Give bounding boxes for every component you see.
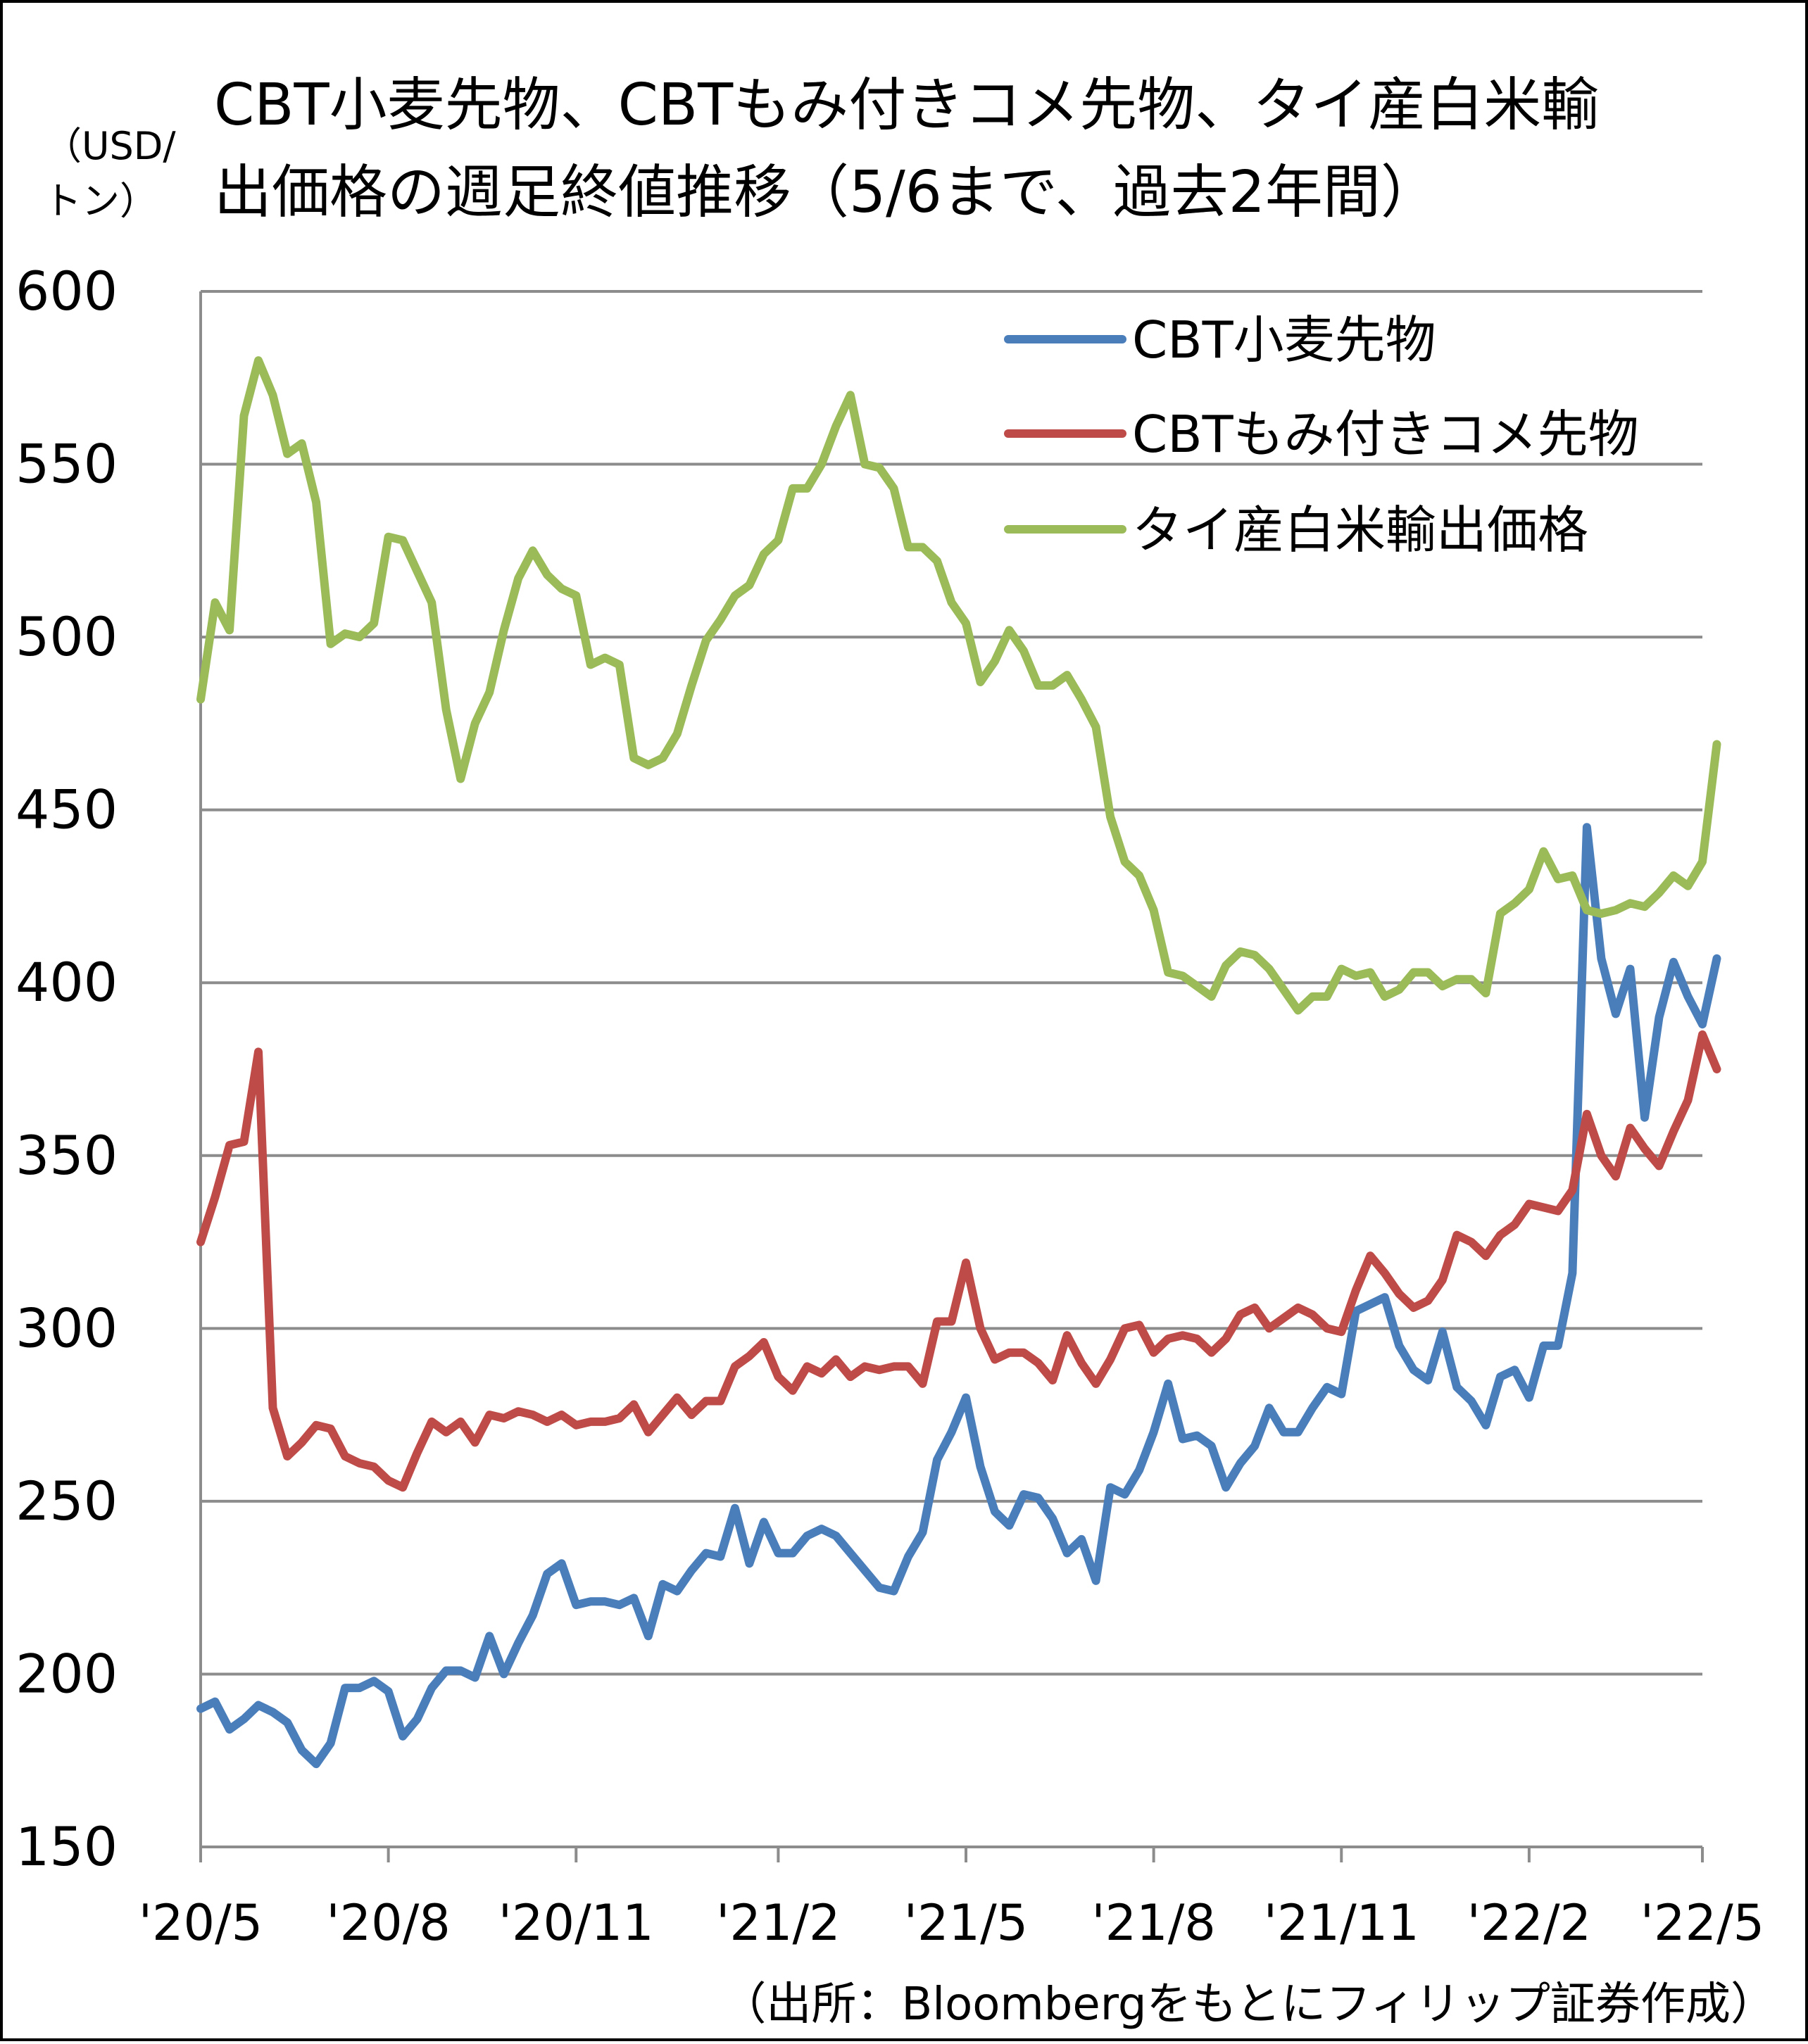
x-tick-label: '22/2 (1467, 1894, 1591, 1952)
x-tick-label: '20/11 (498, 1894, 654, 1952)
chart-title: CBT小麦先物、CBTもみ付きコメ先物、タイ産白米輸 出価格の週足終値推移（5/… (214, 62, 1777, 236)
gridlines (201, 290, 1702, 1676)
x-tick-label: '21/5 (904, 1894, 1028, 1952)
y-tick-label: 350 (15, 1124, 118, 1187)
x-tick-label: '21/8 (1091, 1894, 1215, 1952)
y-axis-unit-line-1: （USD/ (44, 124, 176, 168)
x-tick-label: '22/5 (1640, 1894, 1764, 1952)
y-tick-label: 150 (15, 1815, 118, 1878)
y-axis-tick-labels: 150 200 250 300 350 400 450 500 550 600 (15, 260, 118, 1878)
chart-title-line-1: CBT小麦先物、CBTもみ付きコメ先物、タイ産白米輸 (214, 72, 1600, 139)
chart-title-line-2: 出価格の週足終値推移（5/6まで、過去2年間） (214, 159, 1438, 226)
x-tick-label: '20/8 (326, 1894, 450, 1952)
y-tick-label: 450 (15, 778, 118, 841)
y-tick-label: 200 (15, 1642, 118, 1705)
y-tick-label: 250 (15, 1470, 118, 1532)
x-axis (199, 291, 1704, 1862)
x-tick-label: '21/11 (1264, 1894, 1419, 1952)
series-line-3 (196, 356, 1721, 1015)
y-axis-unit-line-2: トン） (44, 179, 158, 223)
legend-label-2: CBTもみ付きコメ先物 (1132, 405, 1639, 464)
y-axis-unit: （USD/ トン） (44, 119, 176, 229)
series-line-1 (196, 823, 1721, 1769)
x-tick-label: '21/2 (716, 1894, 840, 1952)
y-tick-label: 600 (15, 260, 118, 322)
legend-label-1: CBT小麦先物 (1132, 310, 1436, 370)
y-tick-label: 400 (15, 951, 118, 1014)
series-lines (196, 356, 1721, 1769)
y-tick-label: 300 (15, 1297, 118, 1359)
y-tick-label: 500 (15, 605, 118, 668)
series-line-2 (196, 1030, 1721, 1492)
x-tick-label: '20/5 (139, 1894, 263, 1952)
y-tick-label: 550 (15, 433, 118, 496)
legend-label-3: タイ産白米輸出価格 (1132, 500, 1588, 560)
source-note: （出所：Bloombergをもとにフィリップ証券作成） (721, 1979, 1776, 2031)
x-axis-tick-labels: '20/5 '20/8 '20/11 '21/2 '21/5 '21/8 '21/11 '22… (139, 1894, 1764, 1952)
